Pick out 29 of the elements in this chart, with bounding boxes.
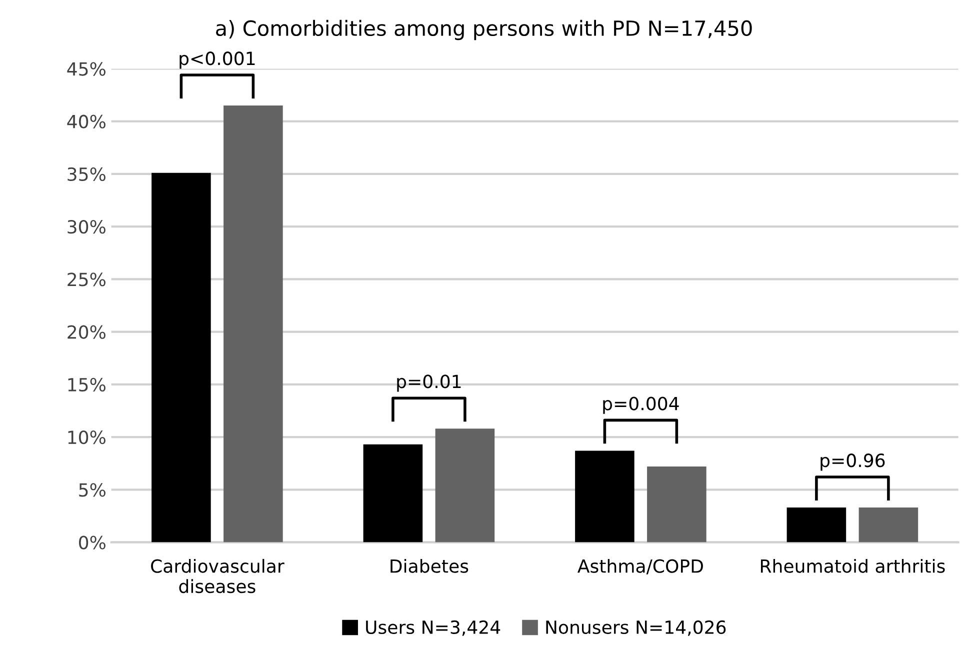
y-tick-label: 5% xyxy=(79,483,106,497)
bar xyxy=(786,508,846,542)
legend-label: Nonusers N=14,026 xyxy=(546,620,726,636)
bar xyxy=(647,466,706,542)
y-tick-label: 20% xyxy=(68,325,106,339)
bar xyxy=(363,444,423,542)
bar xyxy=(575,450,634,542)
chart-title: a) Comorbidities among persons with PD N=17,450 xyxy=(216,20,752,40)
annotation: p=0.004 xyxy=(603,396,679,414)
bar xyxy=(152,172,211,542)
y-tick-label: 40% xyxy=(67,114,106,128)
y-tick-label: 35% xyxy=(68,167,106,182)
x-tick-label: Diabetes xyxy=(390,558,468,573)
y-tick-label: 0% xyxy=(79,536,106,550)
annotation: p=0.96 xyxy=(820,454,885,471)
y-tick-label: 45% xyxy=(67,62,106,76)
legend-label: Users N=3,424 xyxy=(366,620,500,636)
bar xyxy=(224,106,283,542)
y-tick-label: 10% xyxy=(68,430,106,444)
text: p<0.001 xyxy=(180,52,255,69)
bar xyxy=(435,428,495,542)
x-tick-label: Rheumatoid arthritis xyxy=(760,558,945,573)
x-tick-label: Asthma/COPD xyxy=(578,558,703,574)
y-tick-label: 30% xyxy=(68,220,106,234)
y-tick-label: 15% xyxy=(68,378,106,392)
annotation: p=0.01 xyxy=(397,374,461,392)
y-tick-label: 25% xyxy=(68,272,106,286)
bar xyxy=(858,508,918,542)
x-tick-label: Cardiovascular diseases xyxy=(151,558,284,594)
